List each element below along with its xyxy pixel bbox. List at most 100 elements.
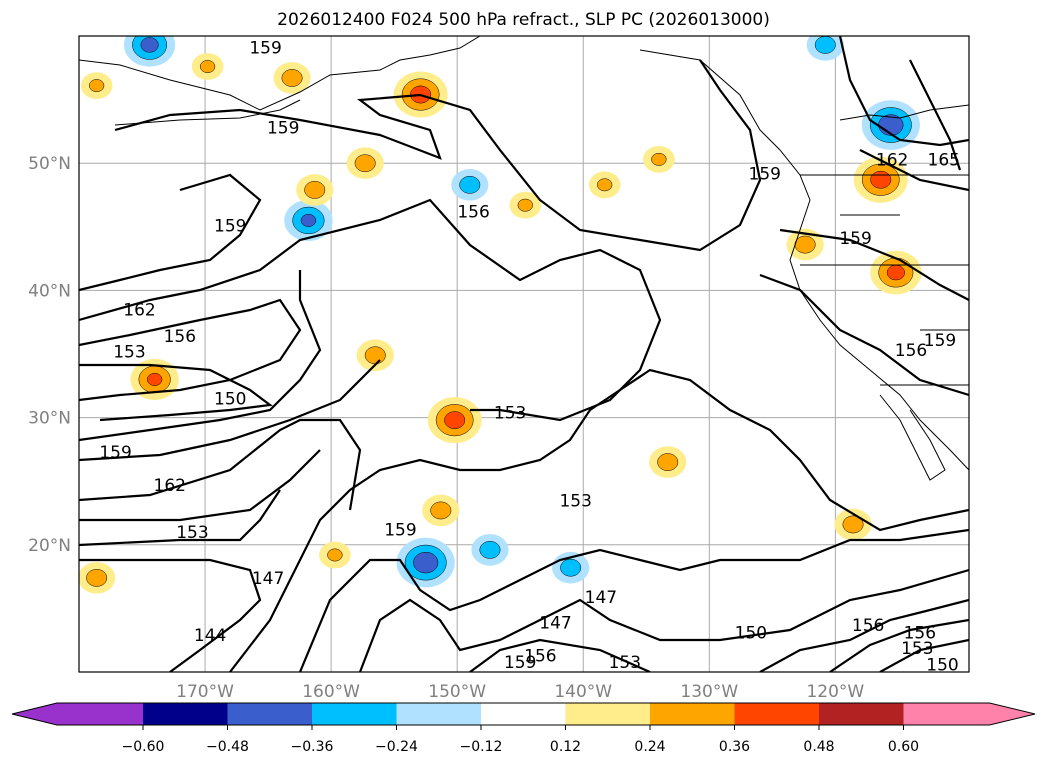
anomaly-level [86,569,108,587]
coastlines [79,36,969,481]
contour-label: 153 [901,639,933,659]
anomaly-blob [396,537,455,588]
contour-label: 150 [735,624,767,644]
anomaly-level [146,372,163,386]
contour-label: 147 [252,569,284,589]
contour-label: 153 [176,523,208,543]
anomaly-blob [834,508,872,541]
anomaly-level [842,515,864,534]
anomaly-level [870,170,892,189]
lon-tick-label: 140°W [554,682,612,702]
colorbar: −0.60 −0.48 −0.36 −0.24 −0.12 0.12 0.24 0.36 0.4… [11,702,1036,755]
anomaly-level [327,548,343,562]
lon-tick-label: 120°W [806,682,864,702]
contour-label: 156 [524,646,556,666]
anomaly-level [886,264,905,281]
anomaly-blob [284,199,333,242]
anomaly-level [304,181,326,199]
colorbar-segment [565,703,651,725]
contour-label: 159 [99,443,131,463]
contour-label: 159 [924,331,956,351]
anomaly-blob [649,446,687,478]
anomaly-level [300,213,317,227]
lon-tick-label: 160°W [302,682,360,702]
contour-label: 159 [839,229,871,249]
anomaly-level [651,152,667,166]
gridlines [79,36,969,672]
contour-label: 162 [876,150,908,170]
anomaly-blob [124,36,176,67]
contour-label: 156 [457,203,489,223]
contour-label: 159 [249,38,281,58]
colorbar-segment [227,703,313,725]
colorbar-segment [819,703,904,725]
anomaly-blob [806,36,844,61]
colorbar-tick-label: 0.12 [550,739,581,755]
contour-labels: 1591591591561621561531501531591621531531… [99,38,960,675]
anomaly-shading [79,36,922,594]
colorbar-segment [650,703,735,725]
anomaly-blob [422,494,460,527]
anomaly-level [430,501,452,520]
lat-tick-label: 40°N [28,281,71,301]
contour-label: 153 [609,653,641,673]
contour-label: 159 [504,653,536,673]
colorbar-extend-high [903,703,1035,725]
slp-contours [79,36,969,672]
anomaly-blob [427,397,482,444]
anomaly-level [444,411,466,429]
contour-label: 153 [494,404,526,424]
colorbar-outline [11,702,1036,726]
anomaly-level [517,198,533,212]
lon-tick-label: 150°W [428,682,486,702]
map-frame [78,35,970,673]
contour-label: 156 [164,327,196,347]
colorbar-tick-label: 0.36 [719,739,750,755]
contour-label: 153 [113,342,145,362]
colorbar-tick-label: 0.48 [803,739,834,755]
anomaly-blob [79,562,116,594]
colorbar-tick-label: 0.60 [888,739,919,755]
anomaly-level [88,79,105,93]
anomaly-level [560,558,582,577]
colorbar-tick-label: −0.36 [291,739,334,755]
colorbar-tick-label: −0.48 [206,739,249,755]
anomaly-level [657,453,679,471]
anomaly-blob [451,169,489,201]
anomaly-blob [80,72,113,100]
anomaly-level [597,178,613,192]
anomaly-level [459,175,481,194]
contour-label: 156 [852,616,884,636]
anomaly-level [354,154,376,173]
colorbar-segment [396,703,482,725]
contour-label: 159 [214,217,246,237]
anomaly-level [814,36,836,54]
contour-label: 162 [154,476,186,496]
anomaly-level [199,60,216,73]
colorbar-tick-label: −0.60 [122,739,165,755]
colorbar-segment [143,703,228,725]
chart-title: 2026012400 F024 500 hPa refract., SLP PC… [277,10,770,30]
contour-label: 150 [214,390,246,410]
colorbar-tick-label: −0.12 [460,739,503,755]
anomaly-blob [356,339,394,372]
colorbar-segment [481,703,566,725]
lat-tick-label: 20°N [28,536,71,556]
contour-label: 156 [904,624,936,644]
anomaly-blob [509,191,542,219]
colorbar-tick-label: −0.24 [375,739,418,755]
contour-label: 159 [267,119,299,139]
anomaly-level [413,551,439,574]
lat-tick-label: 30°N [28,409,71,429]
contour-label: 147 [585,588,617,608]
anomaly-blob [273,62,311,94]
anomaly-level [140,37,159,53]
contour-label: 165 [928,150,960,170]
anomaly-blob [191,53,224,80]
contour-label: 153 [559,491,591,511]
anomaly-blob [346,147,384,179]
anomaly-level [479,541,501,559]
anomaly-blob [588,171,621,199]
contour-label: 147 [539,613,571,633]
